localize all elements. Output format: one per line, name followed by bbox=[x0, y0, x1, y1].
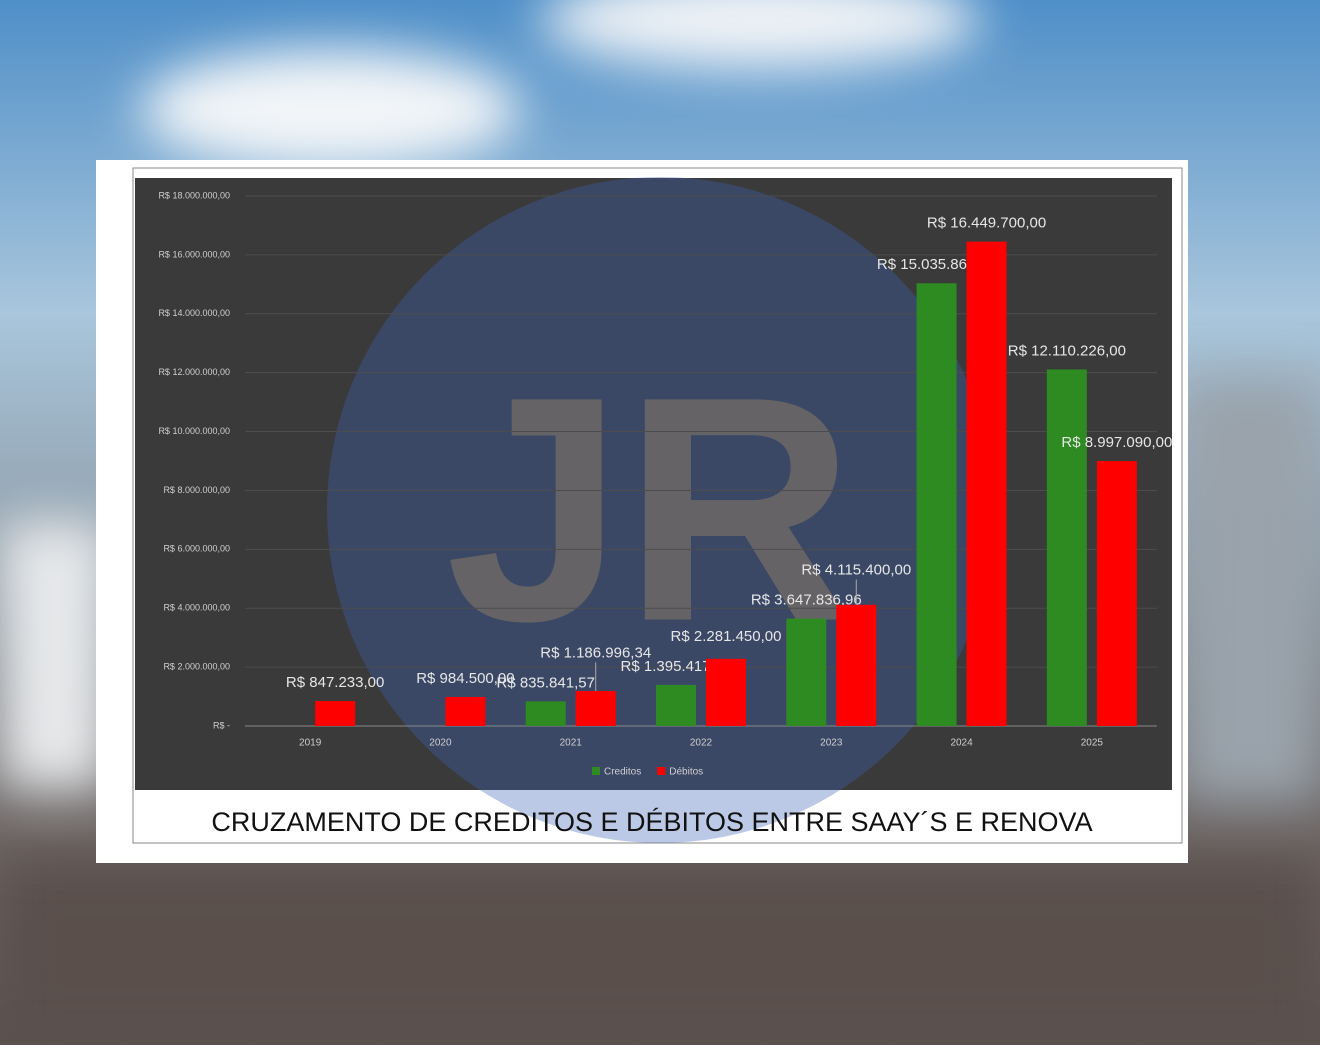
x-tick-label: 2019 bbox=[299, 738, 322, 749]
x-tick-label: 2021 bbox=[560, 738, 583, 749]
y-tick-label: R$ 2.000.000,00 bbox=[163, 661, 230, 671]
data-label: R$ 835.841,57 bbox=[497, 674, 595, 691]
data-label: R$ 15.035.866,84 bbox=[877, 256, 996, 273]
bar bbox=[786, 618, 827, 726]
legend-swatch bbox=[657, 767, 666, 775]
x-tick-label: 2023 bbox=[820, 738, 843, 749]
y-tick-label: R$ 18.000.000,00 bbox=[158, 190, 230, 200]
plot: R$ - R$ 2.000.000,00 R$ 4.000.000,00 R$ 6.0… bbox=[158, 190, 1172, 777]
x-tick-label: 2025 bbox=[1081, 738, 1104, 749]
data-label: R$ 8.997.090,00 bbox=[1061, 434, 1172, 451]
data-label: R$ 16.449.700,00 bbox=[927, 215, 1046, 232]
legend-label: Creditos bbox=[604, 767, 641, 778]
data-label: R$ 2.281.450,00 bbox=[671, 628, 782, 645]
data-label: R$ 3.647.836,96 bbox=[751, 592, 862, 609]
y-tick-label: R$ 14.000.000,00 bbox=[158, 308, 230, 318]
bar bbox=[525, 701, 566, 726]
bar bbox=[1046, 369, 1087, 726]
bar bbox=[575, 691, 616, 726]
y-tick-label: R$ - bbox=[213, 720, 230, 730]
bar bbox=[706, 658, 746, 726]
bar bbox=[315, 701, 356, 726]
y-tick-label: R$ 4.000.000,00 bbox=[163, 603, 230, 613]
bar bbox=[836, 604, 877, 726]
y-tick-label: R$ 12.000.000,00 bbox=[158, 367, 230, 377]
bar bbox=[916, 283, 957, 726]
x-tick-label: 2022 bbox=[690, 738, 713, 749]
chart-title: CRUZAMENTO DE CREDITOS E DÉBITOS ENTRE S… bbox=[211, 807, 1092, 837]
bar bbox=[445, 697, 486, 726]
data-label: R$ 4.115.400,00 bbox=[801, 562, 911, 579]
y-tick-label: R$ 10.000.000,00 bbox=[158, 426, 230, 436]
y-tick-label: R$ 8.000.000,00 bbox=[163, 485, 230, 495]
watermark-circle bbox=[327, 177, 993, 843]
bar bbox=[656, 684, 696, 726]
data-label: R$ 1.395.417,66 bbox=[621, 658, 732, 675]
legend-swatch bbox=[592, 767, 600, 775]
x-tick-label: 2020 bbox=[429, 738, 452, 749]
y-tick-label: R$ 16.000.000,00 bbox=[158, 249, 230, 259]
bar bbox=[966, 241, 1007, 727]
bar bbox=[1096, 461, 1137, 726]
data-label: R$ 1.186.996,34 bbox=[540, 644, 651, 661]
data-label: R$ 847.233,00 bbox=[286, 674, 384, 691]
y-tick-label: R$ 6.000.000,00 bbox=[163, 544, 230, 554]
legend-label: Débitos bbox=[669, 767, 703, 778]
data-label: R$ 984.500,00 bbox=[416, 670, 514, 687]
data-label: R$ 12.110.226,00 bbox=[1008, 342, 1126, 359]
x-tick-label: 2024 bbox=[950, 738, 973, 749]
